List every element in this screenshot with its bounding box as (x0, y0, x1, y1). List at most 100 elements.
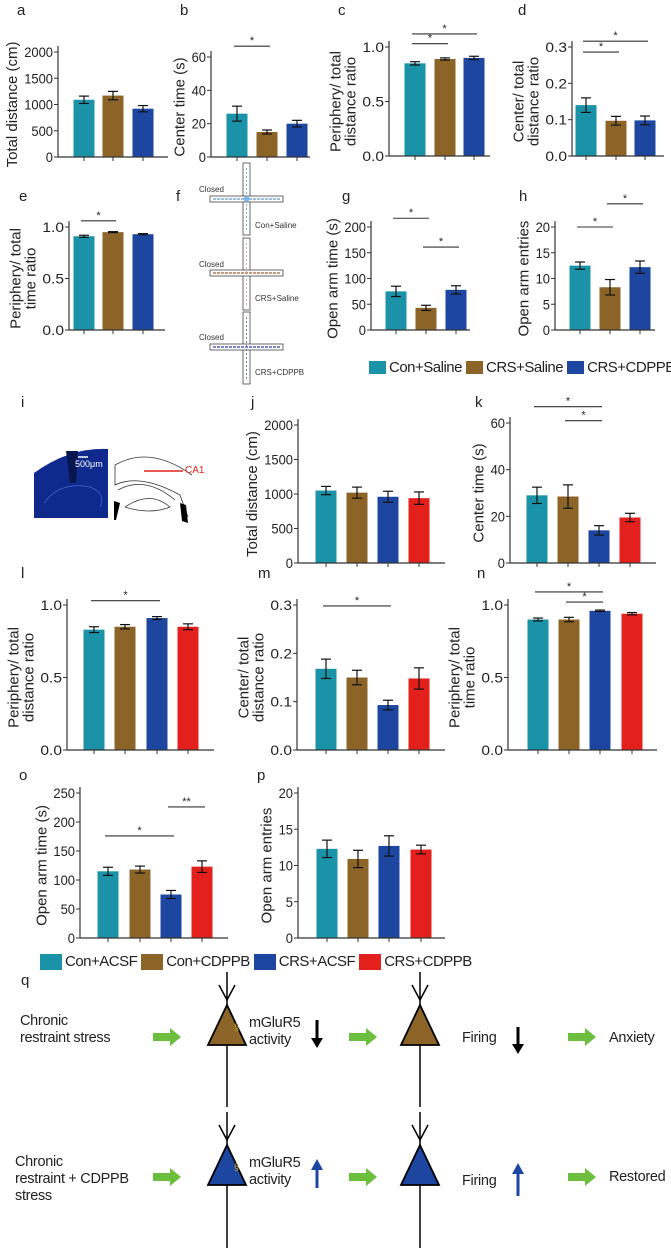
bar-crs-cdppb (619, 517, 641, 563)
y-tick-label: 150 (344, 245, 366, 261)
bar-crs-cdppb (286, 123, 308, 157)
y-tick-label: 0 (286, 555, 293, 571)
bar-con-saline (404, 63, 426, 156)
y-tick-label: 15 (536, 245, 551, 261)
panel-label: p (257, 767, 265, 784)
y-tick-label: 1.0 (42, 219, 64, 235)
panel-label-i: i (21, 394, 25, 411)
y-tick-label: 0.0 (481, 742, 503, 758)
y-axis-label: Periphery/ total (7, 228, 24, 329)
arrow-up-icon (311, 1159, 323, 1188)
y-tick-label: 60 (192, 49, 207, 65)
bar-con-saline (73, 236, 95, 330)
y-tick-label: 150 (53, 843, 75, 859)
legend-acsf: Con+ACSF Con+CDPPB CRS+ACSF CRS+CDPPB (36, 953, 472, 970)
y-tick-label: 0 (199, 149, 206, 165)
bar-crs-cdppb (408, 678, 430, 750)
bar-crs-acsf (378, 845, 400, 938)
green-arrow-icon (568, 1168, 596, 1186)
y-tick-label: 0.3 (545, 39, 567, 55)
maze-label-con-saline: Con+Saline (255, 221, 297, 230)
y-tick-label: 20 (279, 785, 294, 801)
bar-con-acsf (83, 629, 105, 750)
maze-closed-label: Closed (199, 185, 224, 194)
bar-crs-cdppb (634, 120, 656, 156)
mglur5-text-crs: mGluR5 activity (249, 1015, 301, 1049)
arrow-down-icon (512, 1027, 524, 1054)
bar-crs-cdppb (132, 234, 154, 330)
y-tick-label: 0.5 (42, 271, 64, 287)
bar-crs-cdppb (191, 866, 213, 938)
legend-swatch (369, 361, 386, 374)
y-tick-label: 1500 (24, 70, 53, 86)
y-tick-label: 0.2 (270, 645, 292, 661)
legend-label: Con+CDPPB (166, 953, 250, 970)
y-axis-label: time ratio (461, 647, 478, 709)
y-axis-label: distance ratio (525, 57, 542, 146)
legend-label: CRS+CDPPB (587, 359, 671, 376)
y-tick-label: 0.1 (270, 694, 292, 710)
bar-con-saline (226, 113, 248, 157)
bar-con-saline (575, 105, 597, 156)
green-arrow-icon (153, 1028, 181, 1046)
y-tick-label: 20 (491, 508, 506, 524)
significance-marker: * (96, 210, 101, 222)
bar-con-cdppb (557, 496, 579, 563)
y-tick-label: 200 (53, 814, 75, 830)
bar-crs-cdppb (132, 108, 154, 157)
y-tick-label: 100 (53, 872, 75, 888)
neuron-1-cdppb: § (206, 1112, 248, 1248)
y-axis-label: distance ratio (342, 57, 359, 146)
y-axis-label: Open arm time (s) (324, 218, 341, 339)
significance-marker: * (599, 41, 604, 53)
y-tick-label: 200 (344, 219, 366, 235)
panel-label: a (17, 2, 26, 19)
legend-swatch (567, 361, 585, 374)
maze-closed-label: Closed (199, 333, 224, 342)
y-tick-label: 250 (53, 785, 75, 801)
mglur5-text-cdppb: mGluR5 activity (249, 1155, 301, 1189)
bar-con-saline (73, 99, 95, 157)
legend-label: CRS+CDPPB (384, 953, 472, 970)
y-axis-label: distance ratio (20, 633, 37, 722)
panel-label: j (250, 394, 254, 411)
y-axis-label: Periphery/ total (327, 51, 344, 152)
y-tick-label: 1.0 (481, 597, 503, 613)
maze-label-crs-cdppb: CRS+CDPPB (255, 368, 305, 377)
y-tick-label: 0 (543, 322, 550, 338)
maze-closed-label: Closed (199, 260, 224, 269)
y-tick-label: 20 (192, 116, 207, 132)
bar-crs-saline (256, 132, 278, 157)
significance-marker: * (567, 581, 572, 593)
y-axis-label: Open arm entries (516, 221, 533, 337)
cause-line: Chronic (20, 1013, 68, 1029)
cause-line: restraint stress (20, 1030, 111, 1046)
bar-con-acsf (316, 848, 338, 938)
panel-label: b (180, 2, 188, 19)
panel-label: e (19, 188, 27, 205)
y-tick-label: 40 (491, 462, 506, 478)
svg-text:§: § (234, 1162, 239, 1172)
panel-label: c (338, 2, 346, 19)
bar-con-acsf (526, 495, 548, 563)
y-tick-label: 0.5 (362, 94, 384, 110)
legend-label: CRS+Saline (485, 359, 564, 376)
legend-label: Con+Saline (389, 359, 462, 376)
bar-con-saline (569, 265, 591, 330)
panel-label: m (258, 565, 271, 582)
bar-crs-saline (434, 58, 456, 156)
bar-crs-cdppb (408, 498, 430, 563)
panel-label: n (477, 565, 485, 582)
maze-label-crs-saline: CRS+Saline (255, 294, 299, 303)
legend-item: Con+ACSF (36, 953, 138, 970)
bar-crs-cdppb (463, 57, 485, 156)
bar-crs-saline (102, 95, 124, 157)
y-tick-label: 50 (352, 296, 367, 312)
y-axis-label: time ratio (22, 248, 39, 310)
